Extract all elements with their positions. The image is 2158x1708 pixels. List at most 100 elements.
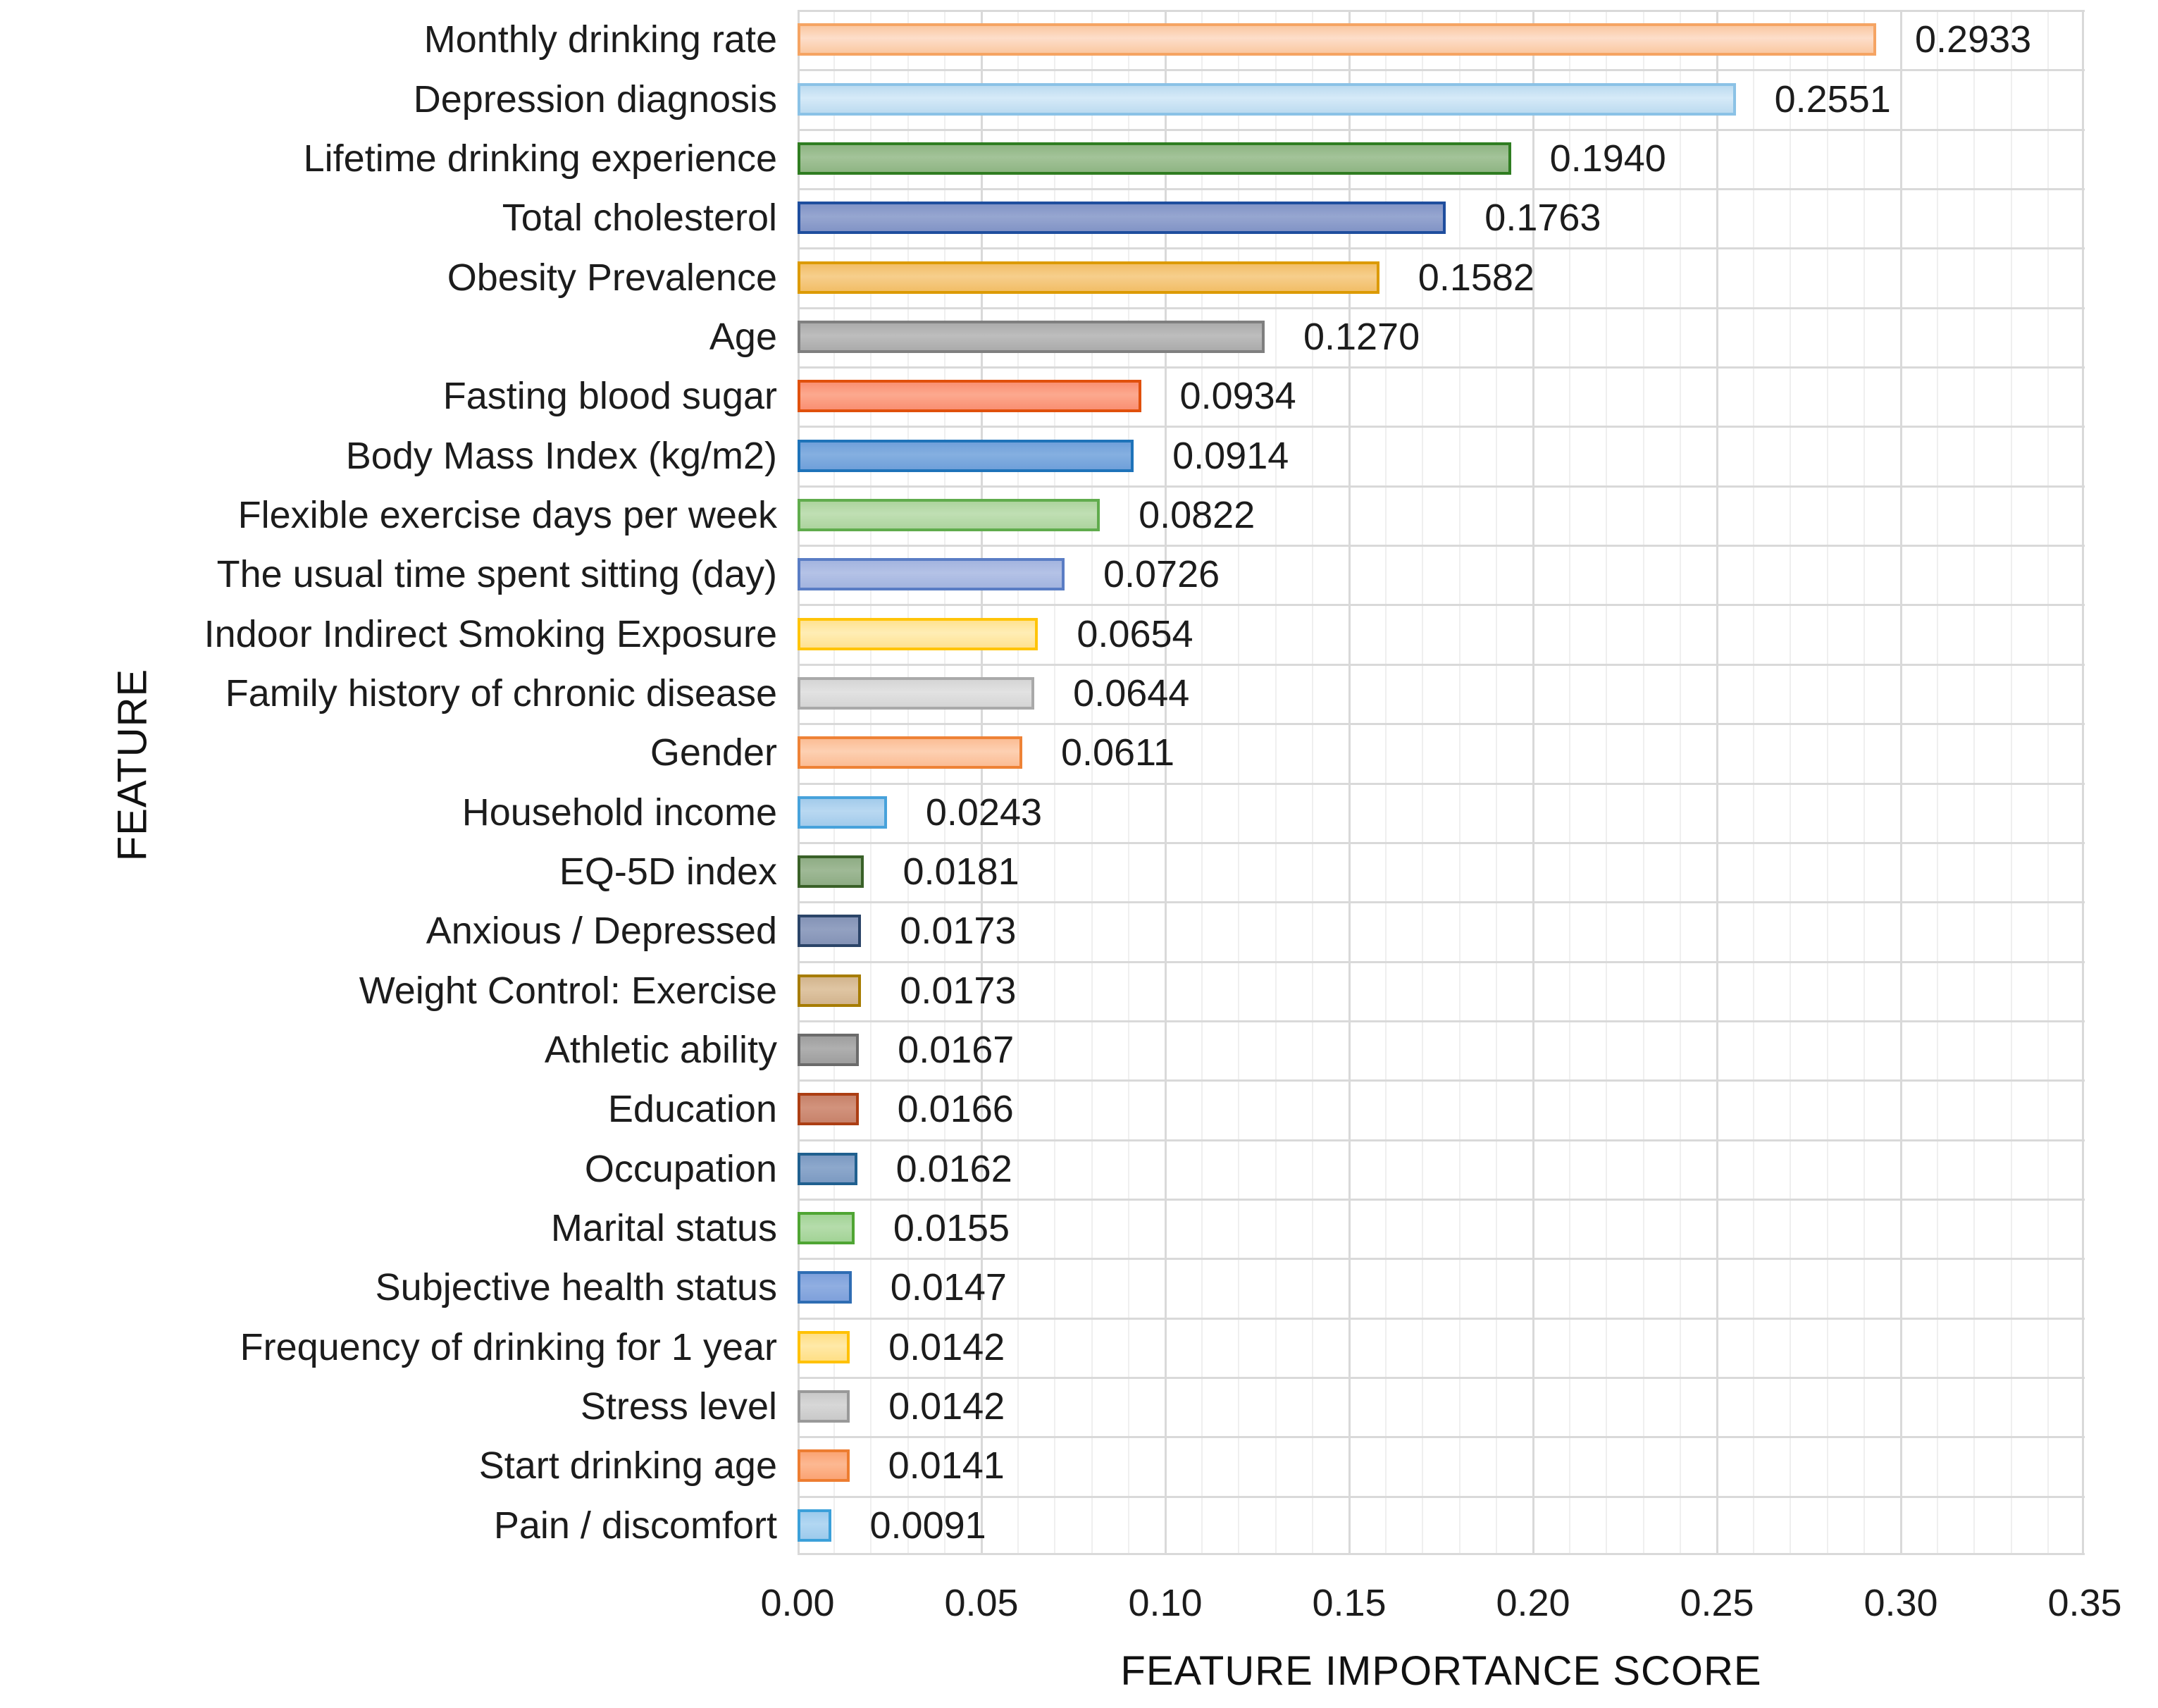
category-label: Body Mass Index (kg/m2) — [345, 434, 777, 477]
category-label: Gender — [650, 731, 777, 774]
value-label: 0.0654 — [1077, 612, 1193, 655]
x-axis-tick-label: 0.30 — [1864, 1582, 1938, 1624]
band-gridline — [798, 188, 2085, 191]
bar-row: 0.0166 — [798, 1088, 2085, 1130]
band-gridline — [798, 782, 2085, 785]
value-label: 0.0141 — [888, 1444, 1005, 1487]
category-label: Occupation — [584, 1147, 777, 1190]
bar — [798, 1271, 852, 1304]
value-label: 0.0173 — [900, 910, 1017, 953]
x-axis-tick-label: 0.25 — [1680, 1582, 1754, 1624]
bar-row: 0.2551 — [798, 78, 2085, 120]
bar — [798, 676, 1035, 710]
value-label: 0.0243 — [925, 791, 1043, 834]
category-label: Age — [709, 315, 777, 358]
band-gridline — [798, 1376, 2085, 1379]
bar-row: 0.0243 — [798, 791, 2085, 834]
bar-row: 0.0162 — [798, 1148, 2085, 1190]
bar — [798, 142, 1511, 175]
value-label: 0.0934 — [1179, 375, 1296, 418]
value-label: 0.0142 — [888, 1385, 1005, 1428]
bar — [798, 439, 1134, 472]
value-label: 0.0181 — [903, 850, 1019, 893]
category-label: Weight Control: Exercise — [359, 969, 777, 1012]
category-label: Household income — [461, 791, 777, 834]
bar-row: 0.0167 — [798, 1029, 2085, 1071]
value-label: 0.0166 — [897, 1088, 1014, 1131]
value-label: 0.0162 — [895, 1147, 1012, 1190]
band-gridline — [798, 1436, 2085, 1439]
bar-row: 0.0142 — [798, 1385, 2085, 1428]
category-label: Family history of chronic disease — [225, 672, 777, 714]
x-axis-tick-label: 0.20 — [1496, 1582, 1570, 1624]
category-label: Subjective health status — [375, 1266, 777, 1309]
bar — [798, 320, 1265, 353]
bar — [798, 202, 1446, 235]
category-label: Pain / discomfort — [493, 1504, 777, 1547]
bar-row: 0.0181 — [798, 850, 2085, 893]
bar — [798, 915, 862, 948]
category-label: Stress level — [580, 1385, 777, 1428]
bar-row: 0.0914 — [798, 435, 2085, 477]
band-gridline — [798, 128, 2085, 131]
value-label: 0.0167 — [898, 1029, 1015, 1072]
bar-row: 0.0147 — [798, 1266, 2085, 1308]
band-gridline — [798, 723, 2085, 726]
value-label: 0.0173 — [900, 969, 1017, 1012]
band-gridline — [798, 1020, 2085, 1022]
bar — [798, 23, 1877, 56]
band-gridline — [798, 604, 2085, 607]
category-label: Obesity Prevalence — [447, 256, 777, 299]
band-gridline — [798, 545, 2085, 547]
bar — [798, 261, 1379, 294]
band-gridline — [798, 1553, 2085, 1555]
band-gridline — [798, 1079, 2085, 1082]
bar — [798, 1212, 855, 1245]
value-label: 0.1582 — [1418, 256, 1534, 299]
x-axis-title: FEATURE IMPORTANCE SCORE — [1120, 1648, 1762, 1694]
bar-row: 0.0611 — [798, 731, 2085, 774]
value-label: 0.2933 — [1915, 18, 2032, 61]
category-label: EQ-5D index — [559, 850, 777, 893]
category-axis-labels: Monthly drinking rate Depression diagnosi… — [0, 10, 777, 1555]
bar — [798, 558, 1065, 591]
band-gridline — [798, 366, 2085, 369]
category-label: Frequency of drinking for 1 year — [240, 1325, 777, 1368]
bar-row: 0.0173 — [798, 970, 2085, 1012]
bar-row: 0.0091 — [798, 1504, 2085, 1547]
band-gridline — [798, 841, 2085, 844]
value-label: 0.1940 — [1549, 137, 1666, 180]
category-label: Monthly drinking rate — [423, 18, 777, 61]
bar — [798, 380, 1141, 413]
category-label: Lifetime drinking experience — [303, 137, 777, 180]
x-axis-tick-labels: 0.00 0.05 0.10 0.15 0.20 0.25 0.30 0.35 — [0, 1581, 2158, 1630]
band-gridline — [798, 960, 2085, 963]
band-gridline — [798, 1495, 2085, 1498]
band-gridline — [798, 307, 2085, 309]
value-label: 0.0644 — [1073, 672, 1190, 714]
bar — [798, 498, 1100, 531]
bar — [798, 1390, 850, 1423]
bar-row: 0.0654 — [798, 613, 2085, 655]
value-label: 0.0155 — [893, 1207, 1010, 1250]
bar — [798, 1093, 859, 1126]
category-label: Flexible exercise days per week — [237, 493, 777, 536]
band-gridline — [798, 1317, 2085, 1320]
bar-row: 0.2933 — [798, 18, 2085, 61]
bar — [798, 1330, 850, 1363]
bar-row: 0.0726 — [798, 553, 2085, 595]
value-label: 0.1270 — [1303, 315, 1420, 358]
bar — [798, 974, 862, 1007]
bar — [798, 1034, 860, 1067]
value-label: 0.0822 — [1139, 493, 1255, 536]
x-axis-tick-label: 0.10 — [1128, 1582, 1203, 1624]
value-label: 0.0611 — [1060, 731, 1175, 774]
bar-row: 0.1763 — [798, 197, 2085, 239]
category-label: Marital status — [550, 1207, 777, 1250]
bar — [798, 1509, 831, 1542]
band-gridline — [798, 901, 2085, 904]
category-label: Education — [607, 1088, 777, 1131]
value-label: 0.0142 — [888, 1325, 1005, 1368]
bar-row: 0.0142 — [798, 1326, 2085, 1368]
